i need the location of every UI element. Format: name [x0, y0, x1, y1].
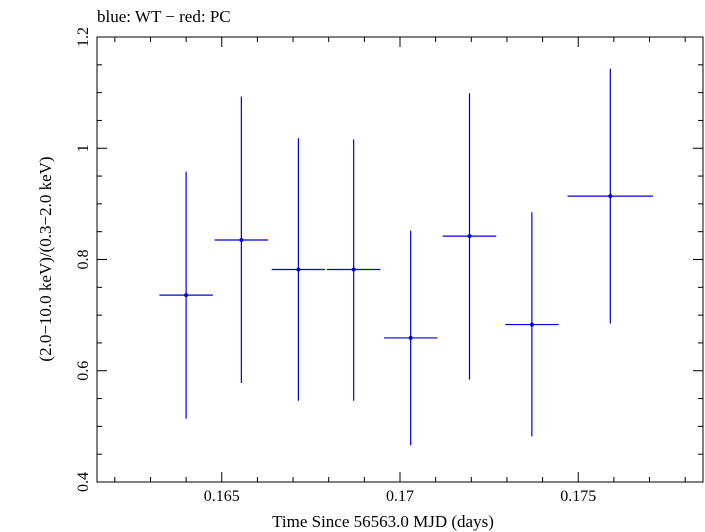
- data-point-group: [271, 138, 326, 401]
- data-point: [408, 335, 413, 340]
- y-axis-label: (2.0−10.0 keV)/(0.3−2.0 keV): [36, 156, 55, 361]
- data-point: [239, 238, 244, 243]
- y-tick-label: 1: [75, 144, 92, 152]
- data-point: [529, 322, 534, 327]
- data-point-group: [159, 171, 213, 419]
- y-tick-label: 0.6: [75, 361, 92, 381]
- data-point: [351, 267, 356, 272]
- y-tick-label: 1.2: [75, 27, 92, 47]
- data-point-group: [442, 93, 497, 380]
- data-point-group: [383, 230, 438, 446]
- data-point-group: [214, 96, 269, 383]
- y-tick-label: 0.8: [75, 250, 92, 270]
- x-axis-label: Time Since 56563.0 MJD (days): [272, 512, 494, 531]
- data-point: [296, 267, 301, 272]
- x-axis-ticks: 0.165 0.17 0.175: [114, 37, 686, 505]
- x-tick-label: 0.17: [386, 488, 414, 505]
- data-point-group: [326, 139, 381, 401]
- plot-border: [96, 36, 704, 483]
- plot-frame: [96, 36, 704, 483]
- data-point: [467, 234, 472, 239]
- data-point-group: [567, 68, 654, 324]
- y-tick-label: 0.4: [75, 472, 92, 492]
- chart-title: blue: WT − red: PC: [97, 7, 231, 26]
- x-tick-label: 0.175: [560, 488, 596, 505]
- data-point-group: [505, 212, 559, 437]
- data-point: [608, 194, 613, 199]
- y-axis-ticks: 0.4 0.6 0.8 1 1.2: [75, 27, 703, 492]
- data-layer: [159, 68, 654, 446]
- data-point: [184, 293, 189, 298]
- x-tick-label: 0.165: [204, 488, 240, 505]
